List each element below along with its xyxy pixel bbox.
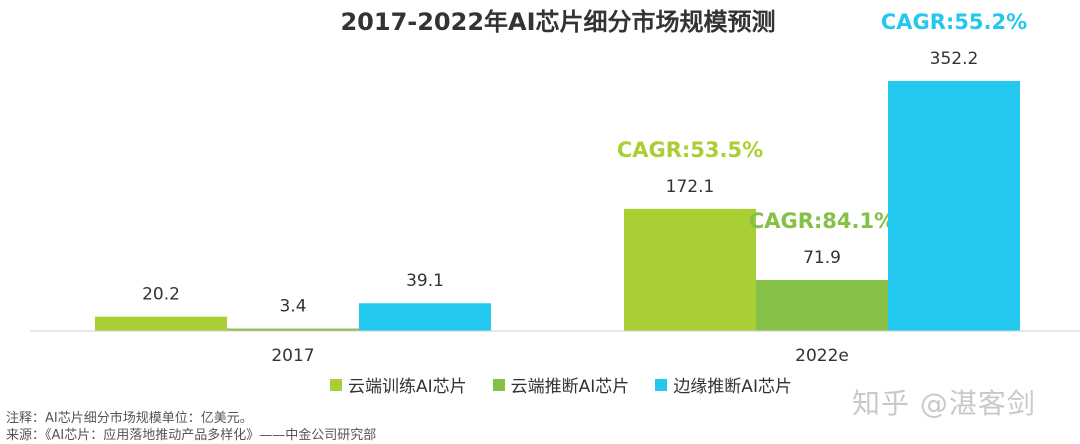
legend-label: 云端训练AI芯片 (348, 377, 467, 397)
data-label: 172.1 (666, 177, 715, 197)
chart-marks: 20.2 3.4 39.1 2017 172.1 CAGR:53.5% 71.9 CAGR:8… (95, 10, 1027, 366)
legend-swatch (330, 378, 342, 391)
bar (756, 279, 888, 331)
bar (227, 328, 359, 331)
watermark: 知乎 @湛客剑 (852, 387, 1036, 420)
bar (359, 303, 491, 331)
data-label: 20.2 (142, 285, 180, 305)
cagr-label: CAGR:55.2% (881, 10, 1027, 34)
note-source: 来源：《AI芯片：应用落地推动产品多样化》——中金公司研究部 (6, 428, 377, 443)
chart-legend: 云端训练AI芯片 云端推断AI芯片 边缘推断AI芯片 (330, 372, 792, 397)
legend-item-cloud-training: 云端训练AI芯片 (330, 372, 467, 397)
data-label: 39.1 (406, 271, 444, 291)
legend-swatch (492, 378, 505, 391)
legend-label: 边缘推断AI芯片 (673, 377, 792, 397)
bar (888, 81, 1020, 331)
cagr-label: CAGR:53.5% (617, 138, 763, 162)
bar (95, 316, 227, 331)
bar (624, 208, 756, 331)
legend-swatch (655, 378, 668, 391)
legend-item-edge-inference: 边缘推断AI芯片 (655, 372, 792, 397)
legend-item-cloud-inference: 云端推断AI芯片 (492, 372, 630, 397)
cagr-label: CAGR:84.1% (749, 209, 895, 233)
legend-label: 云端推断AI芯片 (510, 377, 630, 397)
data-label: 71.9 (803, 248, 841, 268)
category-label: 2017 (271, 346, 314, 366)
category-label: 2022e (795, 346, 849, 366)
data-label: 3.4 (279, 297, 306, 317)
chart-notes: 注释：AI芯片细分市场规模单位：亿美元。 来源：《AI芯片：应用落地推动产品多样… (6, 410, 376, 444)
note-unit: 注释：AI芯片细分市场规模单位：亿美元。 (6, 411, 253, 426)
data-label: 352.2 (930, 49, 979, 69)
chart-title: 2017-2022年AI芯片细分市场规模预测 (340, 8, 775, 36)
